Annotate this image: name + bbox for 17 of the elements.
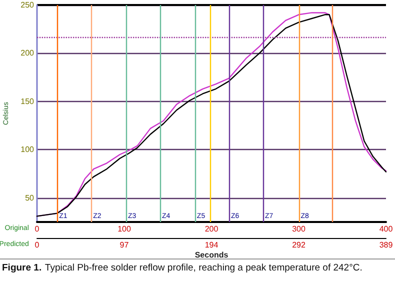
x2-tick-label: 389 [379,240,394,250]
y-tick-label: 250 [20,0,35,10]
x-tick-label: 400 [379,224,394,234]
caption: Figure 1. Typical Pb-free solder reflow profile, reaching a peak temperature of 242°C. [2,262,362,274]
x-axis-title: Seconds [194,250,229,260]
x-tick-label: 300 [292,224,306,234]
x-tick-label: 0 [34,224,40,234]
x2-tick-label: 292 [292,240,306,250]
y-tick-label: 150 [20,96,35,106]
x2-tick-label: 0 [34,240,40,250]
y-tick-label: 200 [20,48,35,58]
x-tick-label: 200 [204,224,219,234]
x-tick-label: 100 [118,224,132,234]
y-tick-label: 50 [25,193,35,202]
x2-tick-label: 97 [120,240,130,250]
x2-tick-label: 194 [204,240,219,250]
y-tick-label: 100 [20,145,35,154]
